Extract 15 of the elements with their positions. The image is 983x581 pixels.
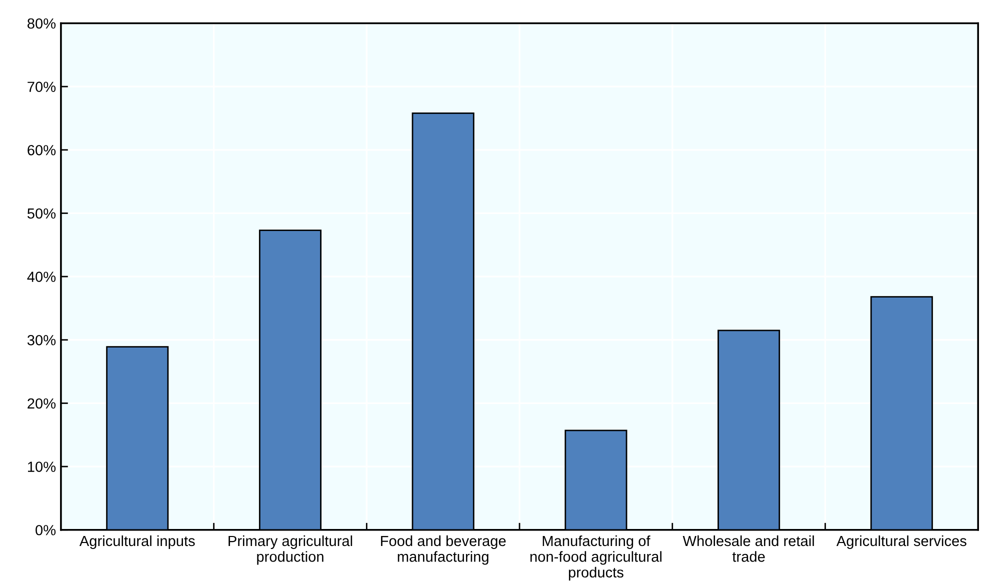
- y-tick-label: 20%: [28, 398, 56, 409]
- x-tick-label: Manufacturing of non-food agricultural products: [530, 535, 662, 580]
- y-tick-label: 10%: [28, 462, 56, 472]
- y-tick-label: 70%: [28, 82, 56, 92]
- y-tick-label: 0%: [36, 524, 56, 536]
- x-tick-label: Agricultural inputs: [79, 535, 195, 550]
- y-tick-label: 50%: [27, 208, 56, 219]
- y-tick-label: 40%: [27, 272, 56, 282]
- y-tick-label: 60%: [28, 145, 56, 156]
- y-tick-label: 30%: [27, 334, 56, 346]
- x-tick-label: Food and beverage manufacturing: [381, 535, 506, 565]
- x-tick-label: Wholesale and retail trade: [682, 535, 814, 562]
- x-tick-label: Agricultural services: [836, 535, 966, 550]
- y-tick-label: 80%: [28, 18, 56, 29]
- x-tick-label: Primary agricultural production: [228, 535, 352, 565]
